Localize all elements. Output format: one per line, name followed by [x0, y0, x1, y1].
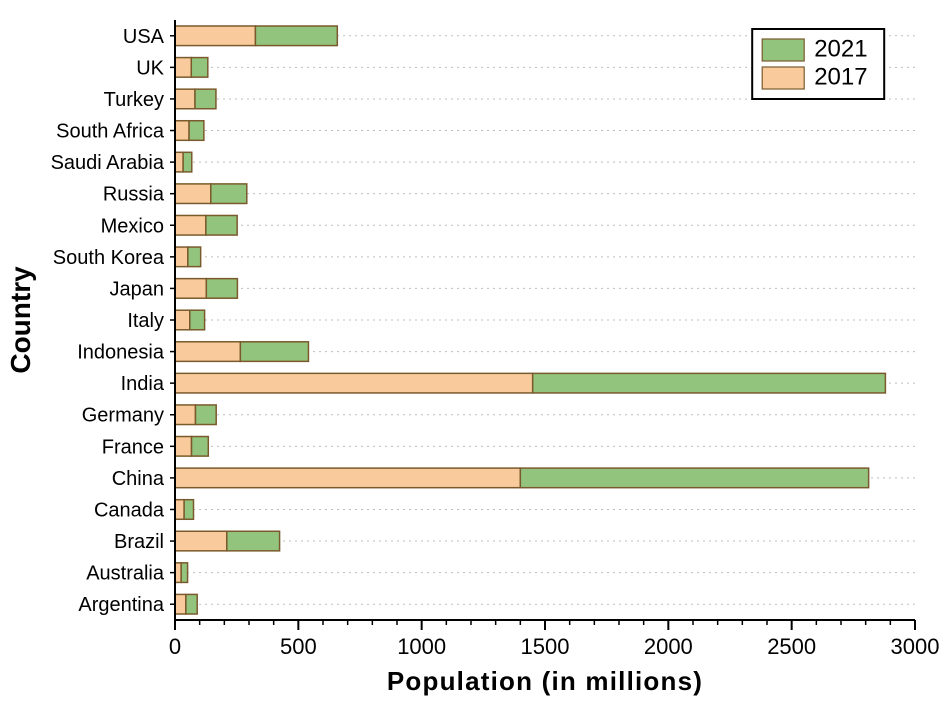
- bar-segment: [206, 215, 237, 235]
- bar-segment: [175, 373, 533, 393]
- bar-segment: [175, 279, 206, 299]
- population-chart: 0 500 1000 1500 2000 2500 3000 Argentina Austral…: [0, 0, 944, 714]
- y-tick-label: Canada: [94, 499, 165, 521]
- bar-segment: [175, 247, 188, 267]
- bar-segment: [183, 152, 192, 172]
- bar-segment: [191, 58, 208, 78]
- bar-segment: [186, 594, 197, 614]
- y-tick-label: Japan: [110, 278, 165, 300]
- y-axis-label: Country: [5, 266, 36, 374]
- bar-segment: [189, 121, 204, 141]
- x-tick-label: 1000: [397, 634, 446, 659]
- bar-segment: [175, 89, 195, 109]
- y-tick-label: UK: [136, 57, 164, 79]
- bar-segment: [175, 594, 186, 614]
- bar-segment: [188, 247, 201, 267]
- bar-segment: [206, 279, 237, 299]
- y-tick-label: China: [112, 468, 165, 490]
- y-tick-label: Indonesia: [77, 342, 165, 364]
- y-tick-label: Turkey: [104, 89, 164, 111]
- bar-segment: [175, 468, 520, 488]
- bar-segment: [175, 215, 206, 235]
- bar-segment: [192, 437, 209, 457]
- y-tick-label: Saudi Arabia: [51, 152, 165, 174]
- bar-segment: [184, 500, 193, 520]
- y-tick-label: Mexico: [101, 215, 164, 237]
- legend-label: 2017: [814, 64, 867, 91]
- bar-segment: [190, 310, 205, 330]
- bar-segment: [175, 342, 240, 362]
- bar-segment: [520, 468, 868, 488]
- y-tick-label: Italy: [127, 310, 164, 332]
- y-tick-label: Russia: [103, 184, 165, 206]
- bar-segment: [255, 26, 337, 46]
- bar-segment: [195, 89, 216, 109]
- bar-segment: [175, 58, 191, 78]
- bar-segment: [533, 373, 886, 393]
- y-tick-label: Argentina: [78, 594, 164, 616]
- bar-segment: [181, 563, 187, 583]
- y-tick-label: USA: [123, 26, 165, 48]
- y-tick-label: India: [121, 373, 165, 395]
- bar-segment: [175, 121, 189, 141]
- legend-label: 2021: [814, 36, 867, 63]
- bar-segment: [227, 531, 280, 551]
- x-tick-label: 2000: [644, 634, 693, 659]
- y-tick-label: Brazil: [114, 531, 164, 553]
- bar-segment: [175, 531, 227, 551]
- x-axis-label: Population (in millions): [387, 666, 703, 696]
- x-tick-label: 3000: [891, 634, 940, 659]
- legend-swatch: [762, 67, 804, 89]
- y-tick-label: South Africa: [56, 121, 165, 143]
- bar-segment: [175, 184, 211, 204]
- bar-segment: [195, 405, 216, 425]
- y-tick-label: France: [102, 436, 164, 458]
- x-tick-label: 500: [280, 634, 317, 659]
- bar-segment: [175, 500, 184, 520]
- legend-swatch: [762, 39, 804, 61]
- x-tick-label: 2500: [767, 634, 816, 659]
- bar-segment: [175, 437, 192, 457]
- x-tick-label: 1500: [521, 634, 570, 659]
- bar-segment: [211, 184, 247, 204]
- y-tick-label: South Korea: [53, 247, 165, 269]
- bar-segment: [175, 26, 255, 46]
- x-tick-label: 0: [169, 634, 181, 659]
- bar-segment: [175, 405, 195, 425]
- bar-segment: [175, 310, 190, 330]
- y-tick-label: Australia: [86, 563, 165, 585]
- bar-segment: [175, 152, 183, 172]
- y-tick-label: Germany: [82, 405, 164, 427]
- bar-segment: [240, 342, 308, 362]
